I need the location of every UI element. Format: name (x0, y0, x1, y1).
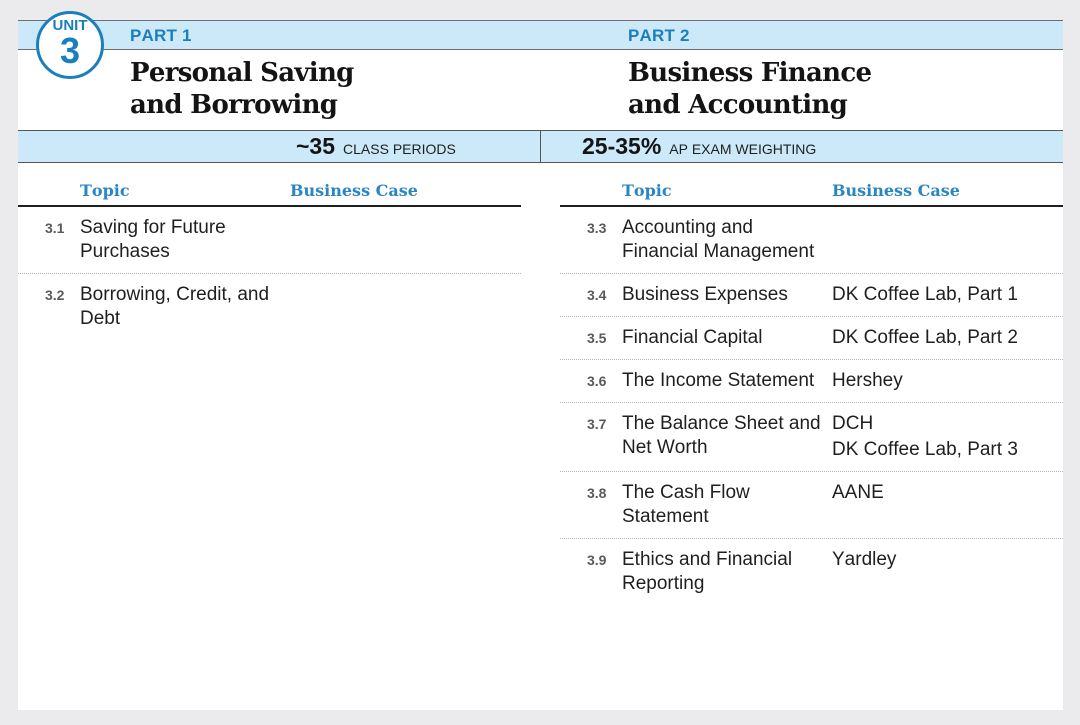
topic-row-3-9: 3.9 Ethics and Financial Reporting Yardl… (560, 539, 1063, 605)
part-2-label: PART 2 (628, 26, 690, 45)
business-case-cell: DCH DK Coffee Lab, Part 3 (832, 412, 1063, 462)
part-2-title: Business Finance and Accounting (628, 57, 872, 121)
topic-column-header: Topic (80, 181, 130, 200)
class-periods-label: CLASS PERIODS (343, 141, 456, 157)
topic-row-3-6: 3.6 The Income Statement Hershey (560, 360, 1063, 403)
topic-title: Financial Capital (622, 327, 763, 348)
business-case-item: Yardley (832, 549, 897, 570)
topic-number: 3.4 (587, 287, 607, 303)
business-case-column-header: Business Case (832, 181, 960, 200)
topic-title: Ethics and Financial Reporting (622, 549, 793, 594)
unit-badge: UNIT 3 (36, 11, 104, 79)
class-periods-stat: ~35 CLASS PERIODS (296, 133, 456, 160)
part-title-line: and Borrowing (130, 90, 338, 120)
part-1-label: PART 1 (130, 26, 192, 45)
topic-title: The Income Statement (622, 370, 815, 391)
topic-number: 3.2 (45, 287, 65, 303)
topic-title: Borrowing, Credit, and Debt (80, 284, 270, 329)
topic-row-3-4: 3.4 Business Expenses DK Coffee Lab, Par… (560, 274, 1063, 317)
topic-row-3-1: 3.1 Saving for Future Purchases (18, 207, 521, 274)
topic-number: 3.8 (587, 485, 607, 501)
topic-number: 3.1 (45, 220, 65, 236)
number-column-spacer (18, 176, 80, 205)
topic-column-header: Topic (622, 181, 672, 200)
business-case-cell (290, 216, 521, 264)
table-header-row: Topic Business Case (18, 176, 521, 207)
part-title-line: Personal Saving (130, 58, 354, 88)
stats-divider (540, 130, 541, 163)
class-periods-value: ~35 (296, 133, 336, 159)
topic-title: The Balance Sheet and Net Worth (622, 413, 821, 458)
unit-badge-label: UNIT (52, 17, 88, 34)
business-case-column-header: Business Case (290, 181, 418, 200)
business-case-item: AANE (832, 482, 884, 503)
business-case-cell: DK Coffee Lab, Part 2 (832, 326, 1063, 350)
number-column-spacer (560, 176, 622, 205)
business-case-item: DK Coffee Lab, Part 1 (832, 284, 1018, 305)
business-case-cell: DK Coffee Lab, Part 1 (832, 283, 1063, 307)
topic-row-3-3: 3.3 Accounting and Financial Management (560, 207, 1063, 274)
exam-weighting-stat: 25-35% AP EXAM WEIGHTING (582, 133, 816, 160)
topic-number: 3.6 (587, 373, 607, 389)
part-1-topic-table: Topic Business Case 3.1 Saving for Futur… (18, 176, 521, 340)
unit-badge-number: 3 (59, 30, 81, 71)
part-title-line: Business Finance (628, 58, 872, 88)
table-header-row: Topic Business Case (560, 176, 1063, 207)
business-case-cell: AANE (832, 481, 1063, 529)
business-case-cell: Hershey (832, 369, 1063, 393)
topic-row-3-7: 3.7 The Balance Sheet and Net Worth DCH … (560, 403, 1063, 472)
topic-title: Accounting and Financial Management (622, 217, 815, 262)
part-title-line: and Accounting (628, 90, 848, 120)
part-header-band (18, 20, 1063, 50)
topic-row-3-5: 3.5 Financial Capital DK Coffee Lab, Par… (560, 317, 1063, 360)
topic-number: 3.7 (587, 416, 607, 432)
business-case-cell (832, 216, 1063, 264)
topic-title: Saving for Future Purchases (80, 217, 226, 262)
topic-title: The Cash Flow Statement (622, 482, 750, 527)
topic-number: 3.3 (587, 220, 607, 236)
business-case-item: DCH (832, 413, 874, 434)
business-case-cell (290, 283, 521, 331)
exam-weighting-label: AP EXAM WEIGHTING (669, 141, 817, 157)
topic-row-3-2: 3.2 Borrowing, Credit, and Debt (18, 274, 521, 340)
business-case-item: Hershey (832, 370, 903, 391)
topic-number: 3.9 (587, 552, 607, 568)
topic-row-3-8: 3.8 The Cash Flow Statement AANE (560, 472, 1063, 539)
part-2-topic-table: Topic Business Case 3.3 Accounting and F… (560, 176, 1063, 605)
part-1-title: Personal Saving and Borrowing (130, 57, 354, 121)
exam-weighting-value: 25-35% (582, 133, 662, 159)
business-case-item: DK Coffee Lab, Part 2 (832, 327, 1018, 348)
topic-title: Business Expenses (622, 284, 788, 305)
business-case-cell: Yardley (832, 548, 1063, 596)
topic-number: 3.5 (587, 330, 607, 346)
business-case-item: DK Coffee Lab, Part 3 (832, 439, 1018, 460)
